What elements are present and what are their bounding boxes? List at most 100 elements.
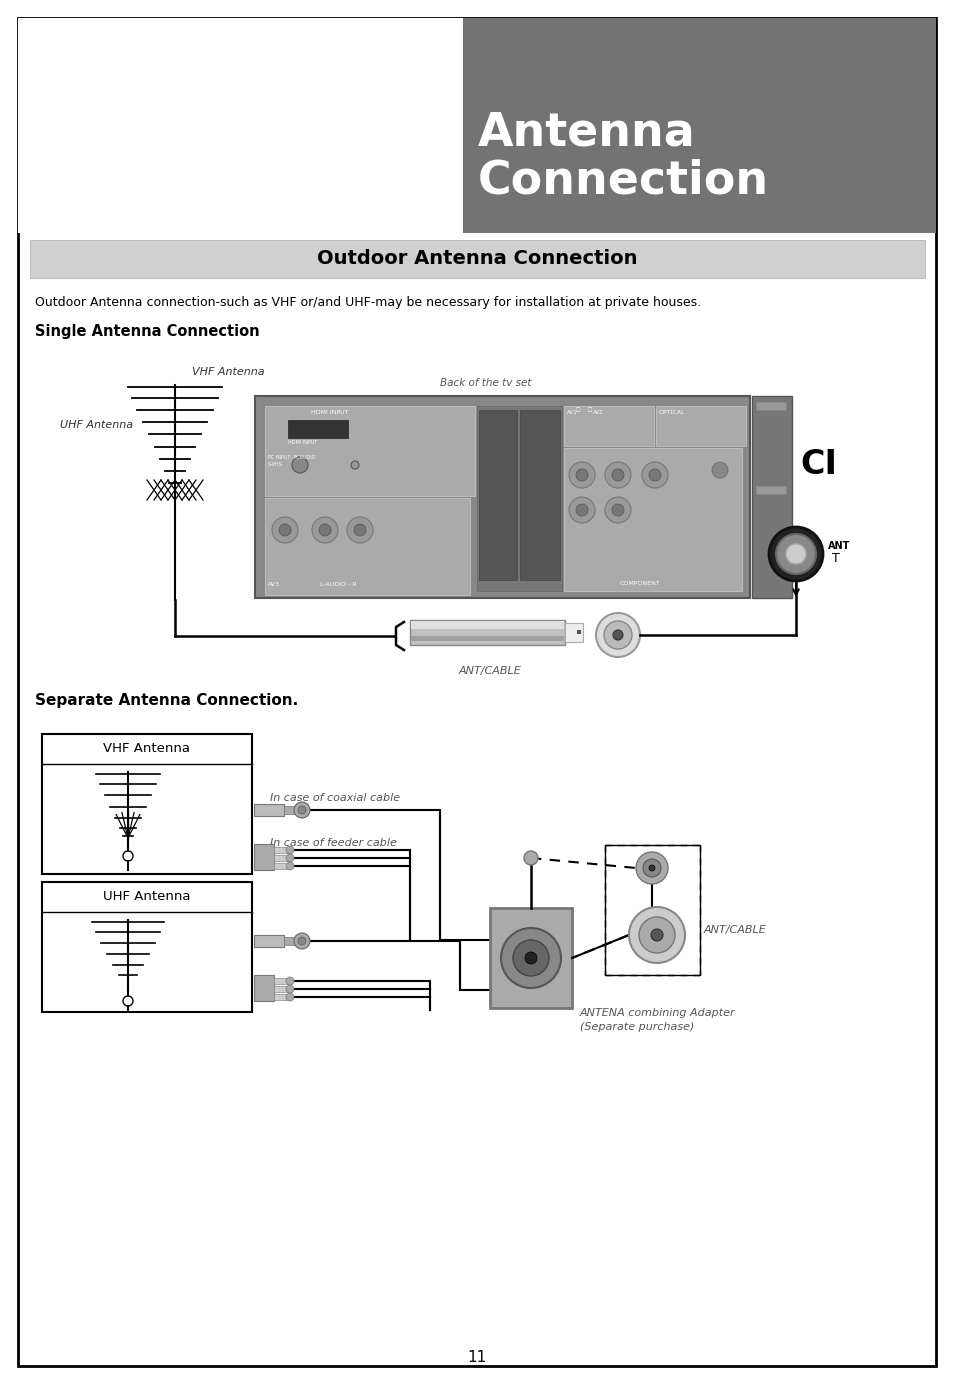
Circle shape [604, 462, 630, 488]
Circle shape [568, 497, 595, 523]
Text: VHF Antenna: VHF Antenna [192, 368, 264, 377]
Circle shape [297, 938, 306, 945]
Text: Single Antenna Connection: Single Antenna Connection [35, 325, 259, 338]
Text: COMPONENT: COMPONENT [619, 581, 659, 585]
Bar [563, 448, 741, 591]
Circle shape [639, 917, 675, 953]
Text: OPTICAL: OPTICAL [659, 411, 685, 415]
Circle shape [636, 852, 667, 884]
Text: Connection: Connection [477, 158, 768, 203]
Bar [564, 623, 582, 642]
Circle shape [272, 517, 297, 542]
Bar [755, 485, 785, 494]
Circle shape [785, 544, 805, 565]
Text: T: T [831, 552, 839, 565]
Text: AV1: AV1 [566, 411, 577, 415]
Circle shape [286, 993, 294, 1001]
Circle shape [278, 524, 291, 535]
Text: 11: 11 [467, 1351, 486, 1365]
Circle shape [613, 630, 622, 639]
Circle shape [500, 928, 560, 988]
Circle shape [123, 996, 132, 1006]
Text: HDMI INPUT: HDMI INPUT [311, 411, 349, 415]
Text: L-AUDIO - R: L-AUDIO - R [319, 583, 356, 587]
Bar [411, 637, 563, 641]
Circle shape [513, 940, 548, 976]
Text: AV2: AV2 [593, 411, 603, 415]
Text: Outdoor Antenna Connection: Outdoor Antenna Connection [316, 250, 637, 269]
Bar [265, 406, 475, 497]
Circle shape [286, 976, 294, 985]
Text: CI: CI [800, 448, 836, 480]
Bar [254, 397, 749, 598]
Text: Back of the tv set: Back of the tv set [439, 379, 531, 388]
Circle shape [612, 503, 623, 516]
Bar [476, 406, 561, 591]
Bar [253, 804, 284, 816]
Text: ANT/CABLE: ANT/CABLE [458, 666, 521, 675]
Circle shape [650, 929, 662, 940]
Text: AV3: AV3 [268, 583, 280, 587]
Circle shape [612, 469, 623, 481]
Circle shape [648, 469, 660, 481]
Circle shape [347, 517, 373, 542]
Bar [462, 18, 935, 233]
Bar [274, 986, 288, 992]
Circle shape [711, 462, 727, 479]
Bar [284, 938, 295, 945]
Bar [478, 411, 517, 580]
Circle shape [286, 861, 294, 870]
Text: In case of feeder cable: In case of feeder cable [270, 838, 396, 847]
Bar [563, 406, 654, 447]
Circle shape [292, 456, 308, 473]
Circle shape [286, 846, 294, 854]
Circle shape [603, 621, 631, 649]
Bar [274, 847, 288, 853]
Text: Separate Antenna Connection.: Separate Antenna Connection. [35, 694, 298, 707]
Text: In case of coaxial cable: In case of coaxial cable [270, 793, 399, 803]
Text: Outdoor Antenna connection-such as VHF or/and UHF-may be necessary for installat: Outdoor Antenna connection-such as VHF o… [35, 295, 700, 309]
Circle shape [294, 802, 310, 818]
Circle shape [576, 503, 587, 516]
Circle shape [351, 460, 358, 469]
Bar [253, 975, 274, 1001]
Bar [30, 240, 924, 277]
Circle shape [123, 852, 132, 861]
Circle shape [297, 806, 306, 814]
Bar [284, 806, 295, 814]
Circle shape [318, 524, 331, 535]
Circle shape [286, 985, 294, 993]
Circle shape [641, 462, 667, 488]
Bar [274, 854, 288, 861]
Circle shape [524, 951, 537, 964]
Bar [274, 994, 288, 1000]
Bar [253, 935, 284, 947]
Circle shape [312, 517, 337, 542]
Bar [410, 620, 564, 645]
Bar [751, 397, 791, 598]
Text: UHF Antenna: UHF Antenna [60, 420, 133, 430]
Bar [42, 734, 252, 874]
Text: HDMI INPUT: HDMI INPUT [288, 440, 317, 445]
Circle shape [642, 859, 660, 877]
Bar [253, 845, 274, 870]
Bar [490, 908, 572, 1008]
Bar [519, 411, 559, 580]
Text: (Separate purchase): (Separate purchase) [579, 1022, 694, 1032]
Text: Antenna: Antenna [477, 110, 695, 155]
Bar [755, 402, 785, 411]
Text: ANT: ANT [827, 541, 849, 551]
Circle shape [648, 865, 655, 871]
Bar [265, 498, 470, 595]
Text: ANT/CABLE: ANT/CABLE [703, 925, 766, 935]
Bar [577, 630, 580, 634]
Circle shape [768, 527, 822, 581]
Bar [411, 621, 563, 628]
Text: PC INPUT  PCAUDIO: PC INPUT PCAUDIO [268, 455, 315, 460]
Bar [288, 420, 348, 438]
Circle shape [286, 854, 294, 861]
Text: ANTENA combining Adapter: ANTENA combining Adapter [579, 1008, 735, 1018]
Text: VHF Antenna: VHF Antenna [103, 742, 191, 756]
Circle shape [604, 497, 630, 523]
Bar [274, 978, 288, 983]
